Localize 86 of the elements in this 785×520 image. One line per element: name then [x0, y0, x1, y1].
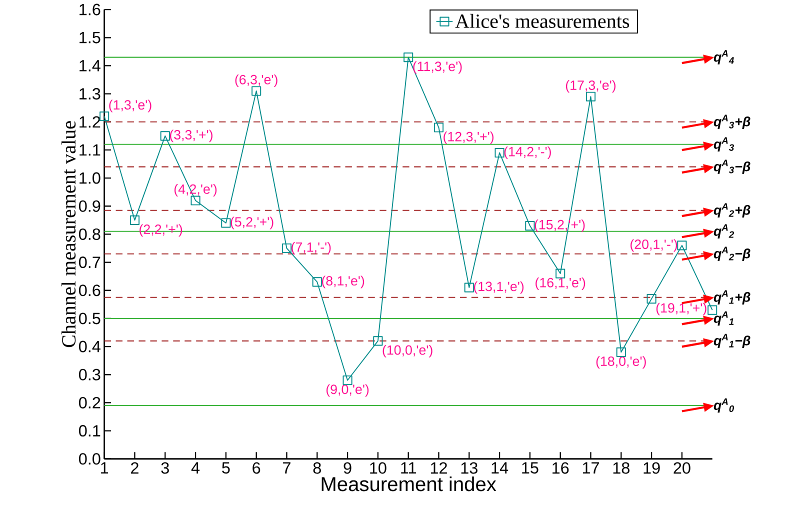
- point: [221, 218, 231, 228]
- annotation: (16,1,'e'): [536, 278, 586, 290]
- y-tick-label: 1.1: [80, 144, 100, 156]
- x-tick-label: 20: [674, 462, 690, 474]
- y-tick-label: 0.1: [78, 425, 100, 437]
- point: [312, 277, 322, 287]
- x-tick-label: 14: [492, 462, 508, 474]
- ref-line-label: q$^{A}$$_{3}$+β: [714, 114, 750, 129]
- x-tick-label: 3: [161, 462, 169, 474]
- y-tick-label: 0.0: [78, 453, 100, 465]
- point: [404, 52, 414, 62]
- x-tick-label: 2: [131, 462, 138, 474]
- x-tick-label: 15: [522, 462, 538, 474]
- point: [677, 240, 687, 250]
- point: [282, 243, 292, 254]
- ref-line-label: q$^{A}$$_{1}$−β: [714, 334, 750, 348]
- x-tick-label: 19: [644, 462, 660, 474]
- x-tick-label: 5: [222, 462, 230, 474]
- y-tick-label: 0.9: [78, 200, 100, 212]
- y-tick-label: 0.3: [78, 368, 100, 380]
- y-tick-label: 1.4: [80, 60, 100, 72]
- ref-line-label: q$^{A}$$_{1}$+β: [714, 290, 750, 304]
- x-tick-label: 12: [430, 462, 447, 474]
- x-tick-label: 11: [401, 462, 416, 474]
- x-tick-label: 16: [552, 462, 569, 474]
- x-tick-label: 13: [461, 462, 478, 474]
- annotation: (19,1,'+'): [656, 302, 706, 316]
- point: [252, 86, 262, 96]
- annotation: (12,3,'+'): [444, 131, 494, 144]
- annotation: (6,3,'e'): [235, 74, 278, 87]
- ref-line-label: q$^{A}$$_{2}$+β: [714, 203, 750, 218]
- point: [190, 196, 200, 206]
- point: [373, 336, 383, 346]
- point: [556, 268, 566, 278]
- y-tick-label: 1.6: [80, 4, 100, 16]
- annotation: (17,3,'e'): [566, 80, 616, 93]
- annotation: (7,1,'-'): [292, 242, 331, 254]
- point: [494, 148, 504, 158]
- y-tick-label: 1.2: [80, 116, 100, 128]
- point: [708, 305, 718, 315]
- point: [130, 215, 140, 225]
- ref-line-label: q$^{A}$4: [714, 50, 734, 64]
- y-tick-label: 0.6: [78, 284, 100, 296]
- point: [160, 131, 170, 141]
- legend-label: Alice's measurements: [455, 14, 630, 28]
- point: [616, 347, 626, 357]
- x-tick-label: 18: [613, 462, 630, 474]
- ref-line-label: q$^{A}$2: [714, 224, 734, 238]
- annotation: (1,3,'e'): [109, 100, 152, 112]
- x-tick-label: 1: [101, 462, 108, 474]
- y-tick-label: 1.3: [80, 88, 100, 100]
- x-tick-label: 8: [313, 462, 321, 474]
- ref-line-label: q$^{A}$$_{2}$−β: [714, 246, 750, 261]
- point: [434, 122, 444, 132]
- ref-line-label: q$^{A}$3: [714, 137, 734, 152]
- point: [646, 294, 656, 304]
- annotation: (3,3,'+'): [170, 130, 212, 142]
- x-tick-label: 7: [283, 462, 290, 474]
- point: [100, 111, 110, 122]
- annotation: (18,0,'e'): [596, 356, 646, 369]
- y-tick-label: 0.2: [78, 396, 100, 408]
- annotation: (5,2,'+'): [230, 216, 274, 230]
- y-tick-label: 0.5: [78, 312, 100, 324]
- ref-line-label: q$^{A}$1: [714, 311, 734, 326]
- y-tick-label: 0.4: [78, 340, 100, 352]
- y-tick-label: 0.7: [78, 256, 100, 268]
- y-tick-label: 1.5: [80, 32, 100, 44]
- annotation: (8,1,'e'): [322, 276, 364, 288]
- ref-line-label: q$^{A}$0: [714, 398, 734, 413]
- x-axis-title: Measurement index: [322, 476, 496, 492]
- point: [342, 375, 352, 385]
- y-tick-label: 0.8: [78, 228, 100, 240]
- point: [525, 220, 535, 231]
- x-tick-label: 9: [344, 462, 352, 474]
- x-tick-label: 17: [582, 462, 599, 474]
- annotation: (9,0,'e'): [326, 384, 369, 397]
- annotation: (10,0,'e'): [382, 344, 432, 358]
- y-tick-label: 1.0: [80, 172, 100, 184]
- ref-line-label: q$^{A}$$_{3}$−β: [714, 160, 750, 174]
- point: [464, 282, 474, 292]
- x-tick-label: 10: [370, 462, 386, 474]
- y-axis-title: Channel measurement value: [61, 121, 76, 348]
- annotation: (11,3,'e'): [413, 61, 462, 74]
- x-tick-label: 4: [191, 462, 200, 474]
- x-tick-label: 6: [252, 462, 260, 474]
- annotation: (13,1,'e'): [474, 281, 524, 294]
